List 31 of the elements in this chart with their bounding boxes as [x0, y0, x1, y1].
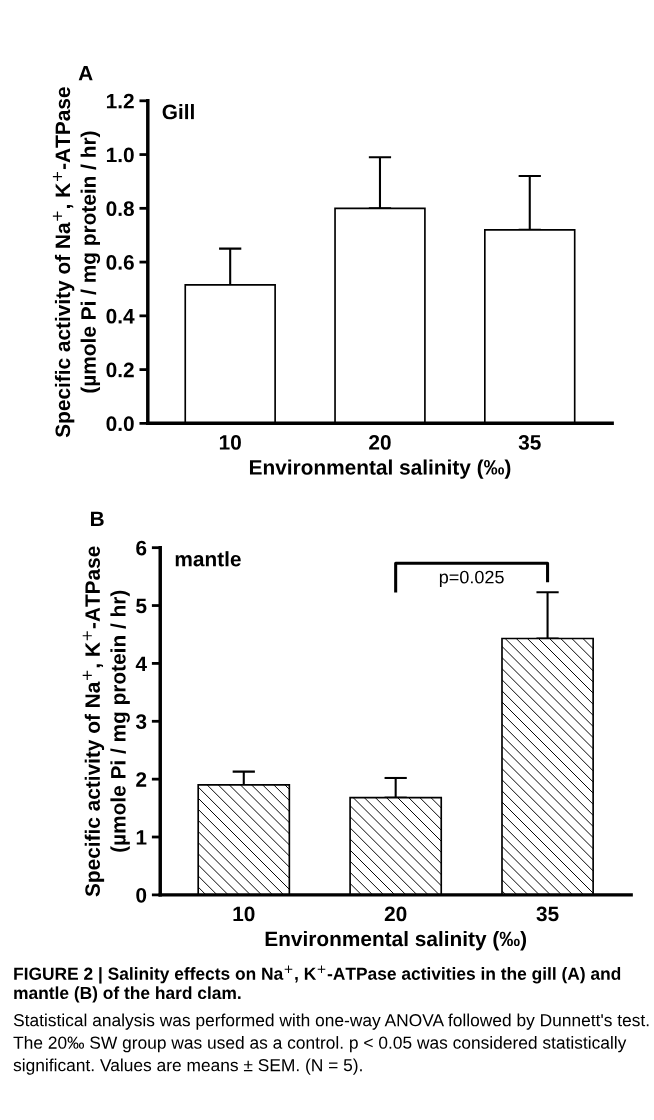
y-tick-label: 0	[136, 887, 147, 903]
annotation: mantle	[175, 551, 241, 567]
y-tick-label: 0.8	[106, 201, 134, 217]
x-tick-label: 20	[384, 906, 407, 922]
text: B	[90, 511, 104, 526]
y-axis-title: Specific activity of Na$^{+}$, K$^{+}$-ATPase (µmole Pi / mg protein / hr)	[82, 546, 130, 897]
text: FIGURE 2 | Salinity effects on Na$^{+}$, K$^{+}$-ATPase activities in the gill (A) and mantle (B) of the hard clam.	[14, 965, 621, 1003]
y-tick-label: 2	[136, 772, 147, 787]
x-tick-label: 35	[536, 906, 559, 922]
x-tick-label: 20	[369, 435, 391, 450]
x-axis-title: Environmental salinity (‰)	[249, 459, 511, 479]
y-tick-label: 1.2	[106, 93, 134, 109]
text: A	[78, 66, 93, 81]
y-tick-label: 4	[135, 656, 147, 671]
y-tick-label: 0.2	[106, 362, 134, 378]
y-tick-label: 0.6	[106, 255, 134, 270]
annotation: Gill	[162, 104, 194, 120]
y-tick-label: 0.0	[106, 416, 134, 432]
y-tick-label: 1	[136, 830, 147, 845]
text: Statistical analysis was performed with one-way ANOVA followed by Dunnett's test. The 20‰ SW group was used as a control. p < 0.05 was considered statistically significant. Values are means ± SEM. (N = 5).	[13, 1013, 649, 1075]
y-tick-label: 1.0	[106, 147, 134, 163]
x-tick-label: 10	[233, 906, 255, 922]
annotation: p=0.025	[439, 570, 504, 588]
y-axis-title: Specific activity of Na$^{+}$, K$^{+}$-ATPase (µmole Pi / mg protein / hr)	[52, 87, 101, 438]
y-tick-label: 3	[135, 714, 147, 730]
y-tick-label: 5	[136, 598, 147, 614]
y-tick-label: 6	[136, 540, 147, 556]
x-axis-title: Environmental salinity (‰)	[265, 930, 527, 951]
x-tick-label: 10	[219, 435, 241, 450]
x-tick-label: 35	[518, 435, 541, 450]
y-tick-label: 0.4	[106, 308, 135, 324]
